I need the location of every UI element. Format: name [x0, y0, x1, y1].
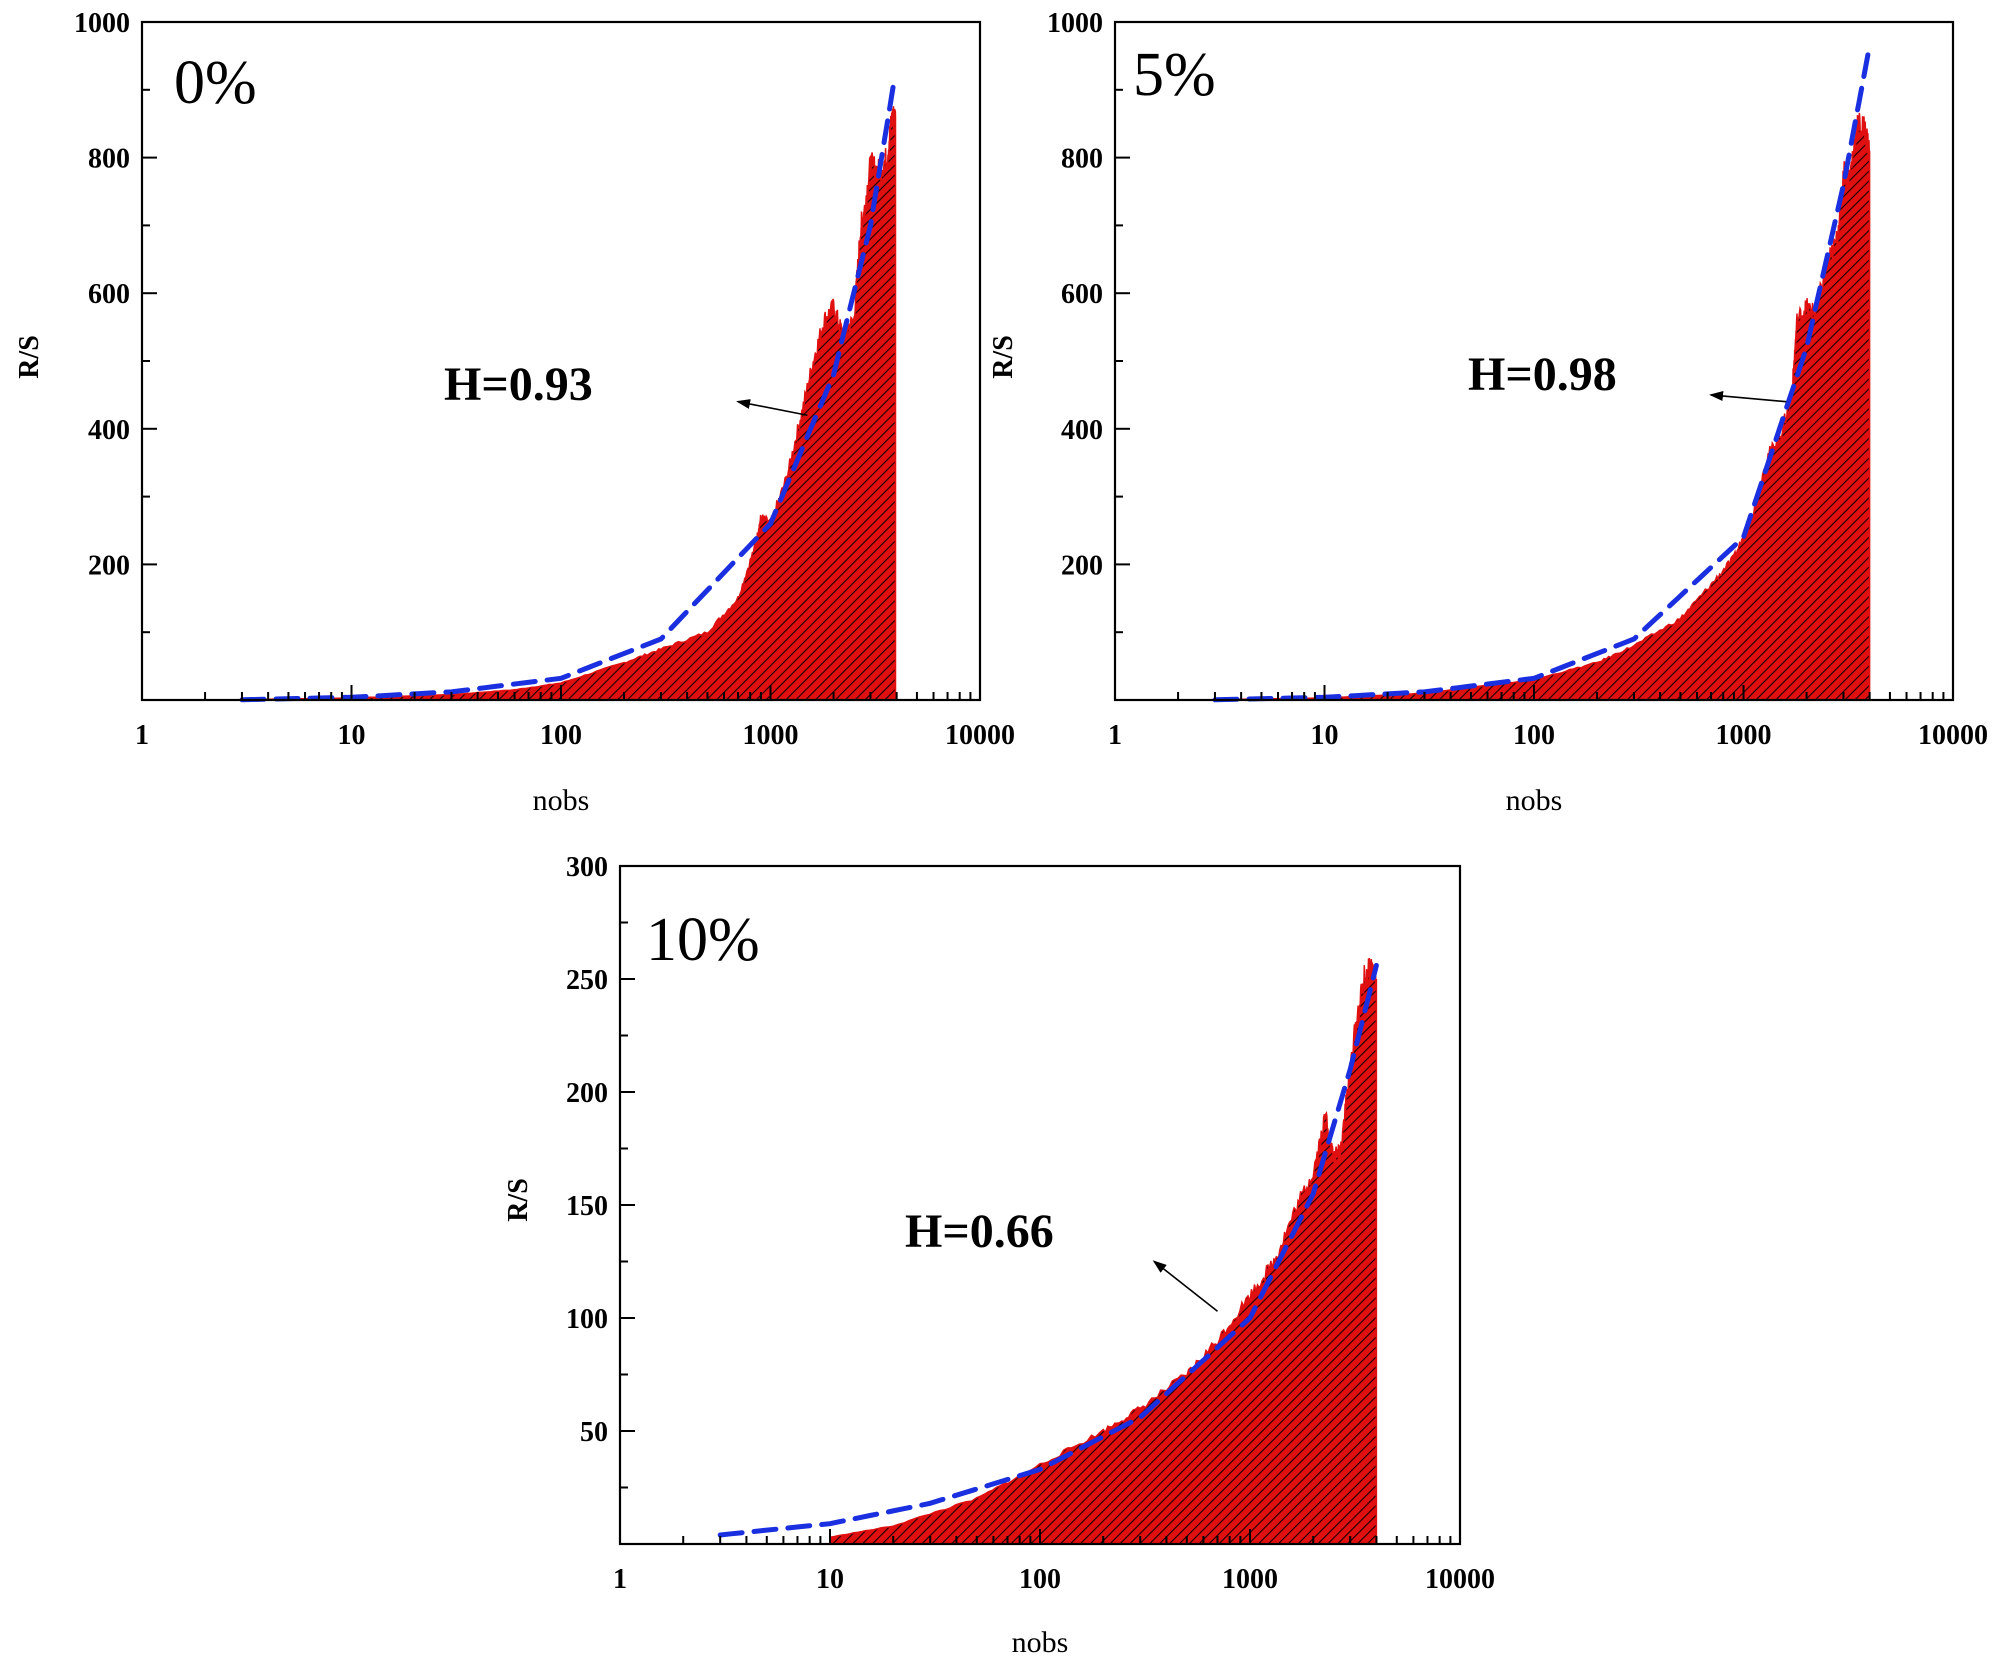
y-tick-label: 800: [88, 144, 130, 175]
y-tick-label: 600: [88, 279, 130, 310]
chart-panel-5-percent: 5% H=0.98 nobs R/S 1 10 100 1000 10000 200 400…: [988, 8, 1988, 817]
y-tick-label: 400: [88, 415, 130, 446]
arrow-icon: [1152, 1260, 1218, 1312]
x-tick-label: 10: [1311, 720, 1339, 751]
fit-line: [717, 962, 1379, 1538]
x-tick-label: 10000: [1425, 1564, 1495, 1595]
x-tick-label: 10: [338, 720, 366, 751]
x-tick-label: 100: [1513, 720, 1555, 751]
x-tick-label: 1000: [1222, 1564, 1278, 1595]
x-tick-label: 100: [1019, 1564, 1061, 1595]
arrow-icon: [736, 399, 808, 417]
y-tick-label: 100: [566, 1304, 608, 1335]
x-axis-title: nobs: [533, 784, 590, 817]
x-tick-label: 10000: [1918, 720, 1988, 751]
fit-line: [1212, 43, 1873, 703]
hurst-exponent-label: H=0.98: [1468, 348, 1617, 401]
panel-label: 0%: [174, 49, 257, 117]
fit-line: [239, 77, 897, 703]
x-tick-label: 1: [135, 720, 149, 751]
y-tick-label: 150: [566, 1191, 608, 1222]
x-tick-label: 10000: [945, 720, 1015, 751]
hurst-exponent-label: H=0.93: [444, 358, 593, 411]
x-tick-label: 1000: [743, 720, 799, 751]
y-tick-label: 300: [566, 852, 608, 883]
y-tick-label: 250: [566, 965, 608, 996]
x-axis-title: nobs: [1506, 784, 1563, 817]
y-tick-label: 200: [1061, 550, 1103, 581]
y-axis-title: R/S: [988, 335, 1019, 379]
y-tick-label: 200: [566, 1078, 608, 1109]
x-tick-label: 1: [1108, 720, 1122, 751]
y-tick-label: 200: [88, 550, 130, 581]
y-tick-label: 600: [1061, 279, 1103, 310]
panel-label: 10%: [646, 906, 760, 974]
chart-panel-10-percent: 10% H=0.66 nobs R/S 1 10 100 1000 10000 50 100…: [503, 852, 1495, 1658]
arrow-icon: [1709, 390, 1787, 403]
rs-area-series: [241, 106, 897, 701]
x-tick-label: 10: [816, 1564, 844, 1595]
y-tick-label: 1000: [74, 8, 130, 39]
x-tick-label: 100: [540, 720, 582, 751]
y-tick-label: 50: [580, 1417, 608, 1448]
panel-label: 5%: [1133, 41, 1216, 109]
rs-area-series: [1214, 112, 1871, 701]
chart-panel-0-percent: 0% H=0.93 nobs R/S 1 10 100 1000 10000 200 400…: [14, 8, 1015, 817]
y-axis-title: R/S: [14, 335, 45, 379]
hurst-exponent-label: H=0.66: [905, 1205, 1054, 1258]
y-axis-title: R/S: [503, 1178, 534, 1222]
x-tick-label: 1000: [1716, 720, 1772, 751]
x-tick-label: 1: [613, 1564, 627, 1595]
rs-area-series: [829, 957, 1378, 1545]
x-axis-title: nobs: [1012, 1626, 1069, 1658]
y-tick-label: 800: [1061, 144, 1103, 175]
y-tick-label: 1000: [1047, 8, 1103, 39]
y-tick-label: 400: [1061, 415, 1103, 446]
